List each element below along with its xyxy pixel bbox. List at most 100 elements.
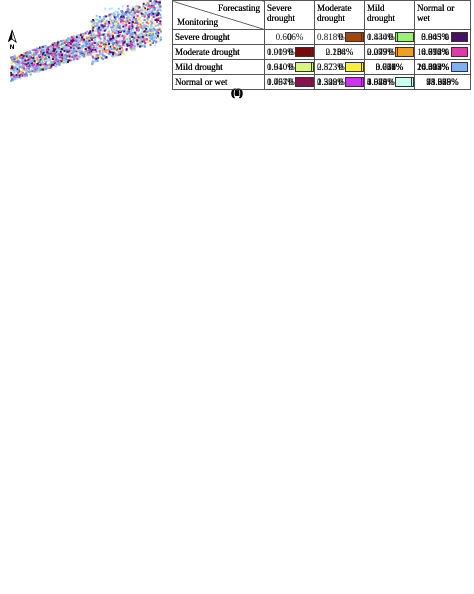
map-pixel bbox=[54, 56, 57, 59]
map-pixel bbox=[17, 61, 20, 64]
map-pixel bbox=[51, 52, 54, 55]
map-pixel bbox=[95, 35, 98, 38]
map-pixel bbox=[131, 9, 134, 12]
map-pixel bbox=[124, 21, 127, 24]
map-pixel bbox=[94, 25, 97, 28]
map-pixel bbox=[151, 10, 154, 13]
map-pixel bbox=[50, 48, 53, 51]
map-pixel bbox=[86, 44, 89, 47]
map-pixel bbox=[42, 49, 45, 52]
map-pixel bbox=[108, 46, 111, 48]
map-pixel bbox=[81, 45, 84, 47]
map-pixel bbox=[90, 45, 93, 48]
map-pixel bbox=[117, 50, 120, 53]
map-pixel bbox=[21, 66, 24, 68]
map-pixel bbox=[62, 43, 65, 46]
row-header: Severe drought bbox=[172, 29, 265, 45]
column-header: Normal or wet bbox=[414, 0, 471, 30]
map-pixel bbox=[42, 61, 45, 64]
map-pixel bbox=[144, 35, 147, 38]
cell-value: 0 bbox=[287, 32, 292, 42]
map-pixel bbox=[114, 10, 117, 13]
map-pixel bbox=[116, 35, 119, 38]
map-pixel bbox=[101, 49, 104, 52]
map-pixel bbox=[134, 22, 137, 24]
map-pixel bbox=[73, 58, 75, 61]
map-pixel bbox=[32, 51, 35, 54]
map-pixel bbox=[29, 52, 32, 54]
map-pixel bbox=[77, 47, 80, 50]
map-pixel bbox=[72, 44, 75, 47]
map-pixel bbox=[101, 52, 104, 55]
map-pixel bbox=[126, 20, 129, 23]
map-pixel bbox=[106, 26, 109, 29]
map-pixel bbox=[80, 38, 83, 41]
map-pixel bbox=[103, 44, 106, 47]
map-pixel bbox=[140, 12, 143, 15]
color-swatch bbox=[396, 47, 414, 58]
map-pixel bbox=[55, 45, 58, 47]
map-pixel bbox=[129, 37, 132, 40]
map-pixel bbox=[103, 26, 106, 29]
map-pixel bbox=[63, 54, 66, 57]
map-pixel bbox=[66, 49, 69, 52]
map-pixel bbox=[71, 59, 74, 62]
map-pixel bbox=[118, 18, 121, 21]
map-pixel bbox=[115, 23, 118, 26]
map-pixel bbox=[65, 61, 68, 64]
map-pixel bbox=[133, 11, 135, 14]
map-pixel bbox=[111, 42, 114, 45]
map-pixel bbox=[145, 4, 148, 7]
map-pixel bbox=[152, 27, 155, 30]
map-pixel bbox=[18, 67, 20, 70]
map-pixel bbox=[93, 47, 96, 49]
map-pixel bbox=[108, 24, 111, 27]
map-pixel bbox=[114, 25, 117, 28]
north-arrow bbox=[11, 29, 17, 43]
cell-value: 6.805% bbox=[421, 31, 449, 42]
map-pixel bbox=[54, 48, 57, 51]
map-pixel bbox=[150, 12, 153, 15]
map-pixel bbox=[67, 60, 69, 63]
map-pixel bbox=[142, 8, 145, 11]
map-pixel bbox=[104, 56, 107, 59]
map-pixel bbox=[134, 14, 137, 16]
map-pixel bbox=[107, 20, 110, 23]
table-cell: 0 bbox=[264, 74, 315, 90]
map-pixel bbox=[116, 41, 119, 44]
map-pixel bbox=[16, 57, 19, 60]
map-pixel bbox=[31, 67, 34, 70]
map-pixel bbox=[39, 62, 42, 65]
map-pixel bbox=[139, 19, 142, 22]
cell-value: 0 bbox=[288, 46, 294, 57]
map-pixel bbox=[79, 37, 82, 40]
map-pixel bbox=[131, 31, 134, 34]
row-header: Normal or wet bbox=[172, 74, 265, 90]
map-pixel bbox=[157, 19, 160, 22]
map-pixel bbox=[52, 61, 55, 64]
map-pixel bbox=[59, 50, 62, 53]
map-pixel bbox=[46, 49, 49, 52]
map-pixel bbox=[74, 48, 77, 51]
map-pixel bbox=[60, 57, 63, 60]
map-pixel bbox=[57, 50, 60, 53]
map-pixel bbox=[123, 52, 126, 55]
map-pixel bbox=[120, 10, 123, 13]
map-pixel bbox=[62, 53, 65, 56]
map-pixel bbox=[82, 55, 85, 58]
map-pixel bbox=[130, 34, 133, 37]
map-pixel bbox=[47, 58, 50, 61]
map-pixel bbox=[126, 33, 129, 35]
map-pixel bbox=[105, 42, 108, 45]
map-pixel bbox=[33, 49, 36, 52]
map-pixel bbox=[76, 48, 79, 51]
map-pixel bbox=[117, 7, 120, 10]
map-pixel bbox=[11, 65, 14, 68]
map-pixel bbox=[128, 26, 131, 28]
map-pixel bbox=[76, 38, 79, 41]
map-pixel bbox=[133, 47, 136, 50]
color-swatch bbox=[451, 47, 469, 58]
map-pixel bbox=[100, 42, 103, 45]
map-pixel bbox=[40, 48, 43, 51]
